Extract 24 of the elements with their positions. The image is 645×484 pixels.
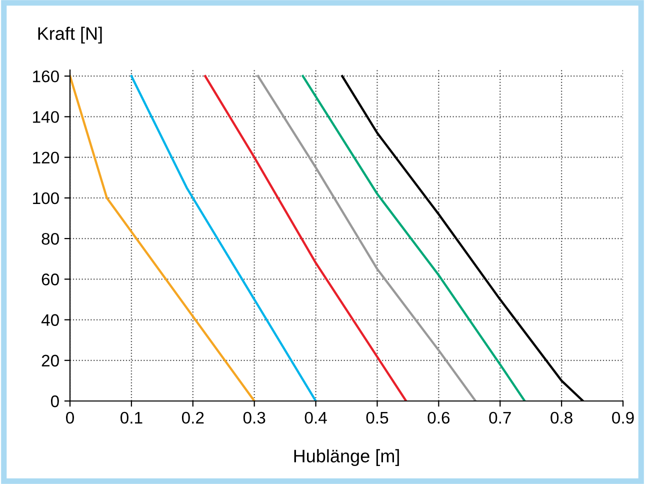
y-tick-label: 160 (33, 70, 59, 82)
x-tick-label: 0.2 (182, 412, 204, 424)
x-tick-label: 0.4 (304, 412, 327, 424)
y-axis-title: Kraft [N] (38, 26, 102, 44)
y-tick-label: 120 (33, 152, 59, 164)
y-tick-label: 20 (42, 354, 59, 367)
x-tick-label: 0.1 (120, 412, 142, 424)
line-series (302, 74, 526, 401)
x-tick-label: 0.5 (366, 412, 388, 424)
y-tick-label: 100 (33, 192, 59, 204)
x-tick-label: 0.3 (243, 412, 266, 424)
y-tick-label: 140 (33, 111, 59, 123)
y-tick-label: 40 (41, 314, 59, 326)
line-series (204, 74, 408, 401)
x-tick-label: 0.6 (428, 412, 450, 424)
x-tick-label: 0 (66, 412, 74, 424)
x-tick-label: 0.7 (489, 412, 511, 424)
y-tick-label: 0 (50, 395, 59, 408)
line-series (256, 74, 477, 401)
x-tick-label: 0.8 (550, 412, 572, 424)
y-tick-label: 80 (42, 232, 59, 245)
y-tick-label: 60 (42, 274, 59, 286)
x-tick-label: 0.9 (612, 412, 634, 424)
x-axis-title: Hublänge [m] (294, 449, 399, 466)
